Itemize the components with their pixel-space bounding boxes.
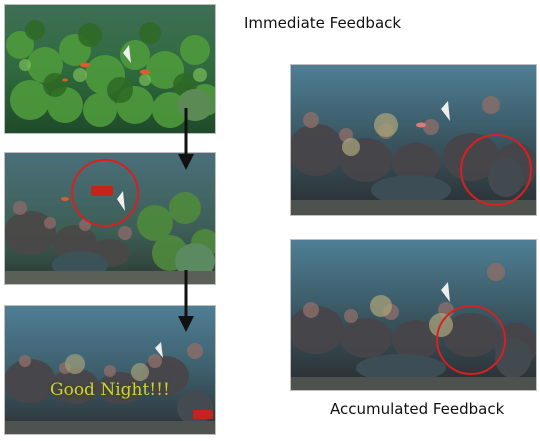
immediate-feedback-caption: Immediate Feedback <box>244 14 402 32</box>
aquarium-panel-accumulated-1 <box>291 65 536 215</box>
accumulated-feedback-caption: Accumulated Feedback <box>330 400 505 418</box>
aquarium-panel-accumulated-2 <box>291 240 536 390</box>
aquarium-panel-circled-sign <box>5 153 215 284</box>
good-night-overlay-text: Good Night!!! <box>50 380 170 400</box>
down-arrow-2 <box>178 270 194 332</box>
aquarium-panel-lush-green <box>5 5 215 133</box>
aquarium-panel-good-night <box>5 306 215 434</box>
down-arrow-1 <box>178 108 194 170</box>
